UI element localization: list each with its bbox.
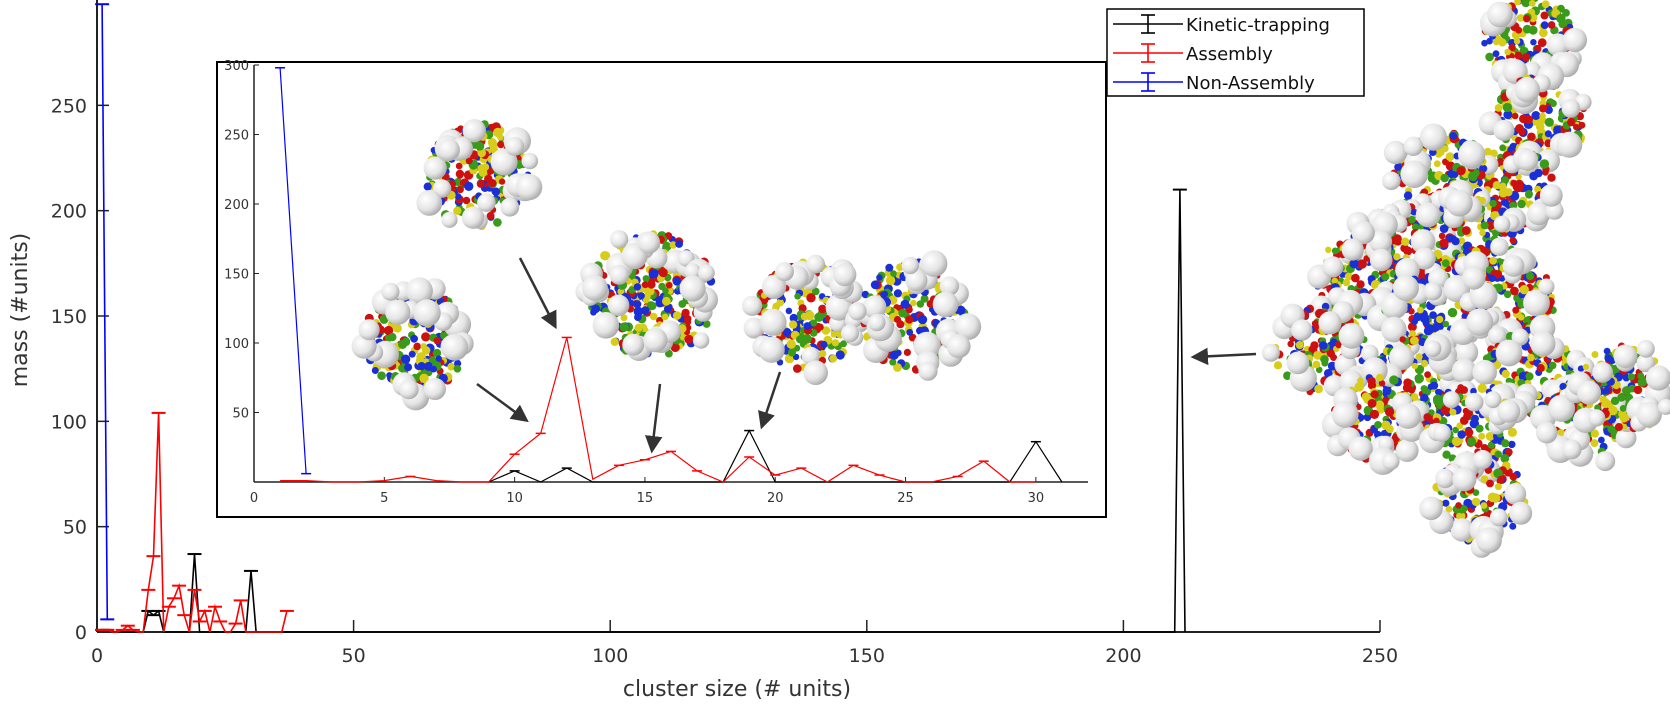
annotation-arrow [758,371,782,430]
inset-chart: 0 5 10 15 20 25 30 50 100 150 200 250 300 [216,59,1107,518]
inset-x-tick-label: 25 [897,491,914,506]
legend-label: Non-Assembly [1186,73,1315,94]
x-tick-label: 100 [592,645,628,667]
inset-x-tick-label: 5 [380,491,388,506]
series-assembly [95,411,294,633]
inset-y-tick-label: 100 [224,337,249,352]
inset-x-tick-label: 30 [1028,491,1045,506]
series-line [101,4,109,620]
y-tick-label: 100 [51,411,87,433]
x-tick-label: 0 [91,645,103,667]
inset-y-tick-label: 250 [224,129,249,144]
y-tick-label: 200 [51,201,87,223]
inset-x-tick-label: 15 [637,491,654,506]
legend-marker [1113,72,1183,92]
legend-label: Assembly [1186,44,1273,65]
annotation-arrow [644,383,663,454]
x-tick-label: 250 [1362,645,1398,667]
big-cluster-unit [1419,450,1533,558]
cluster-19a-rendering [742,254,871,386]
inset-x-tick-label: 20 [767,491,784,506]
legend-item-non-assembly: Non-Assembly [1113,72,1315,94]
inset-series-assembly [280,336,1036,483]
big-cluster-unit [1459,248,1557,352]
annotation-arrow [518,257,557,330]
inset-series-line [279,67,307,474]
x-tick-label: 50 [342,645,366,667]
legend-label: Kinetic-trapping [1186,15,1330,36]
inset-cluster-renderings [351,119,982,454]
large-cluster-rendering [1261,0,1670,558]
x-axis-label: cluster size (# units) [623,677,851,702]
y-axis-label: mass (#units) [8,233,33,388]
legend: Kinetic-trapping Assembly Non-Assembly [1106,8,1365,97]
cluster-arrow [1190,347,1257,366]
big-cluster-unit [1261,301,1379,397]
legend-marker [1113,14,1183,34]
inset-series-non-assembly [275,67,312,475]
main-series-lines [95,3,1187,633]
big-cluster-unit [1321,373,1430,475]
y-tick-label: 50 [63,517,87,539]
series-non-assembly [95,3,115,621]
inset-x-tick-label: 10 [506,491,523,506]
inset-axes: 0 5 10 15 20 25 30 50 100 150 200 250 300 [224,59,1088,506]
inset-series-lines [275,67,1063,483]
y-tick-label: 250 [51,95,87,117]
big-cluster-unit [1564,339,1670,436]
big-cluster-unit [1478,63,1592,176]
annotation-arrow [476,382,529,423]
legend-item-assembly: Assembly [1113,43,1273,65]
x-tick-label: 200 [1105,645,1141,667]
inset-y-tick-label: 50 [232,407,249,422]
cluster-16-rendering [575,230,718,361]
cluster-12-rendering [416,119,543,231]
legend-item-kinetic-trapping: Kinetic-trapping [1113,14,1330,36]
y-tick-label: 150 [51,306,87,328]
cluster-11-rendering [351,277,474,411]
inset-y-tick-label: 150 [224,268,249,283]
inset-y-tick-label: 300 [224,59,249,74]
y-tick-label: 0 [75,622,87,644]
legend-marker [1113,43,1183,63]
inset-y-tick-label: 200 [224,198,249,213]
inset-x-tick-label: 0 [250,491,258,506]
x-tick-label: 150 [849,645,885,667]
cluster-19b-rendering [848,250,982,381]
